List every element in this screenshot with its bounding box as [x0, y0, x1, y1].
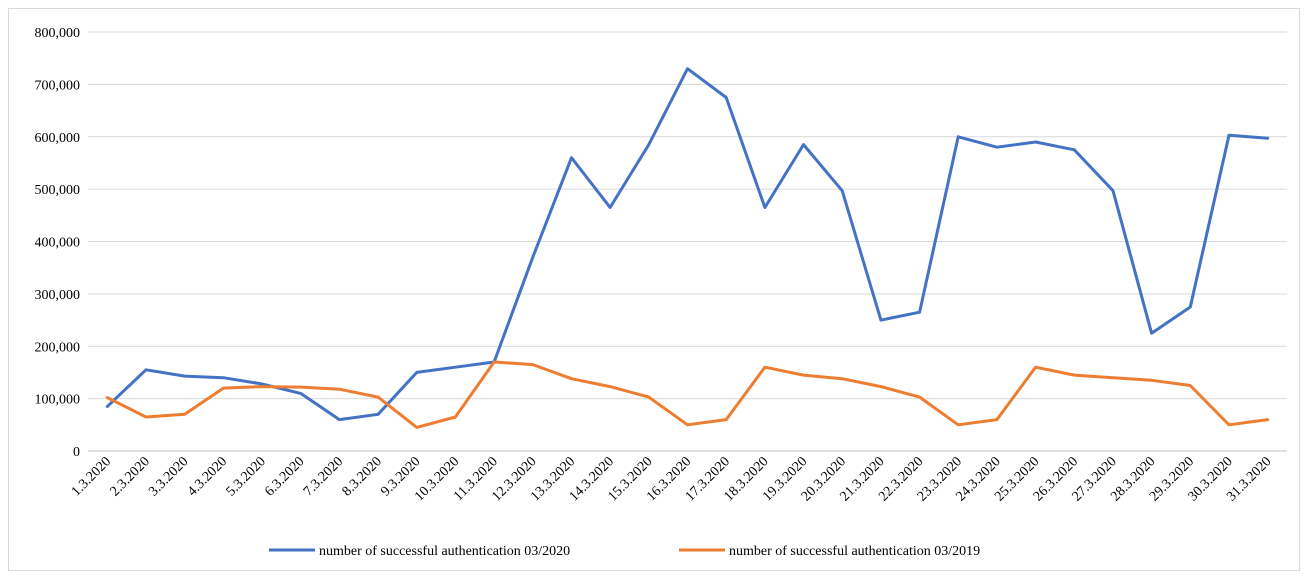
- y-tick-label: 300,000: [35, 288, 81, 303]
- y-tick-label: 400,000: [35, 236, 81, 251]
- x-tick-label: 8.3.2020: [340, 454, 385, 499]
- legend-label-2020: number of successful authentication 03/2…: [319, 544, 570, 559]
- y-tick-label: 200,000: [35, 340, 81, 355]
- x-tick-label: 6.3.2020: [262, 454, 307, 499]
- series-line-2019: [105, 360, 1270, 429]
- y-tick-label: 500,000: [35, 183, 81, 198]
- chart-frame: [8, 8, 1300, 571]
- x-tick-label: 1.3.2020: [69, 454, 114, 499]
- x-tick-label: 5.3.2020: [224, 454, 269, 499]
- y-axis-tick-labels: 0 100,000 200,000 300,000 400,000 500,000 600,…: [35, 26, 81, 460]
- series-lines: [105, 67, 1270, 429]
- gridlines: [88, 31, 1287, 400]
- y-tick-label: 0: [73, 445, 80, 460]
- y-tick-label: 600,000: [35, 131, 81, 146]
- legend-label-2019: number of successful authentication 03/2…: [729, 544, 980, 559]
- y-tick-label: 800,000: [35, 26, 81, 41]
- y-tick-label: 100,000: [35, 393, 81, 408]
- x-tick-label: 4.3.2020: [185, 454, 230, 499]
- x-tick-label: 2.3.2020: [108, 454, 153, 499]
- legend: number of successful authentication 03/2…: [269, 544, 980, 559]
- x-axis-tick-labels: 1.3.20202.3.20203.3.20204.3.20205.3.2020…: [69, 454, 1275, 504]
- y-tick-label: 700,000: [35, 78, 81, 93]
- series-line-2020: [105, 67, 1270, 422]
- x-tick-label: 3.3.2020: [146, 454, 191, 499]
- x-tick-label: 7.3.2020: [301, 454, 346, 499]
